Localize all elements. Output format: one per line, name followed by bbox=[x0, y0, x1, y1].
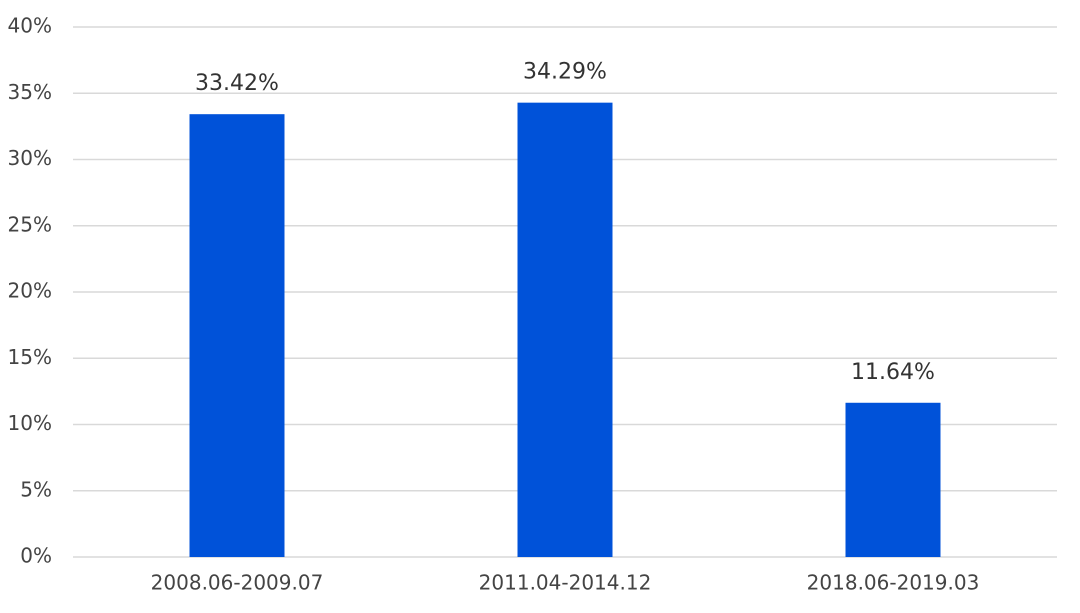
y-tick-label: 5% bbox=[20, 477, 52, 501]
value-label: 33.42% bbox=[195, 71, 279, 96]
y-tick-label: 30% bbox=[8, 146, 52, 170]
y-tick-label: 10% bbox=[8, 411, 52, 435]
bar bbox=[189, 114, 285, 557]
y-tick-label: 20% bbox=[8, 279, 52, 303]
y-tick-label: 25% bbox=[8, 212, 52, 236]
y-tick-label: 35% bbox=[8, 80, 52, 104]
x-tick-label: 2011.04-2014.12 bbox=[479, 571, 652, 595]
value-label: 34.29% bbox=[523, 60, 607, 85]
bar bbox=[845, 402, 941, 557]
bar bbox=[517, 102, 613, 557]
y-tick-label: 0% bbox=[20, 544, 52, 568]
y-tick-label: 15% bbox=[8, 345, 52, 369]
x-tick-label: 2008.06-2009.07 bbox=[151, 571, 324, 595]
y-tick-label: 40% bbox=[8, 14, 52, 38]
x-tick-label: 2018.06-2019.03 bbox=[807, 571, 980, 595]
value-label: 11.64% bbox=[851, 360, 935, 385]
